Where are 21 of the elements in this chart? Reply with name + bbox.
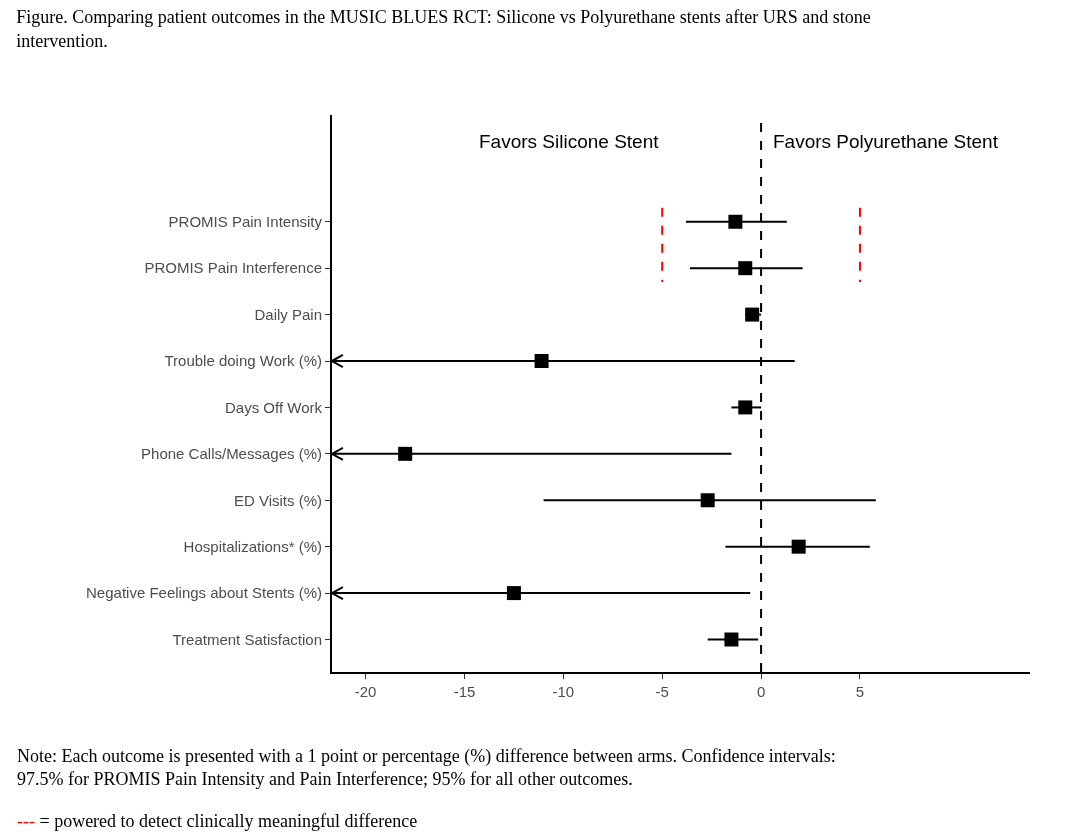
y-tick-label: Hospitalizations* (%) (183, 537, 322, 555)
x-tick-label: 0 (756, 683, 766, 700)
chart-title: Figure. Comparing patient outcomes in the MUSIC BLUES RCT: Silicone vs Polyurethane stents after URS and stone intervention. (16, 7, 871, 51)
x-tick-label: -20 (354, 683, 377, 700)
x-tick-label: -10 (552, 683, 575, 700)
text: Favors Polyurethane Stent (773, 131, 999, 152)
text: --- = powered to detect clinically meaningful difference (17, 811, 418, 831)
y-tick-label: Treatment Satisfaction (172, 630, 322, 648)
y-tick-label: Daily Pain (254, 305, 322, 323)
x-tick-label: 5 (855, 683, 865, 700)
y-tick-label: Trouble doing Work (%) (164, 352, 322, 370)
x-tick-label: -15 (453, 683, 476, 700)
y-tick-label: PROMIS Pain Intensity (168, 213, 323, 231)
y-tick-label: Negative Feelings about Stents (%) (86, 584, 322, 602)
text: Favors Silicone Stent (479, 131, 660, 152)
y-tick-label: Days Off Work (225, 398, 323, 416)
y-tick-label: Phone Calls/Messages (%) (141, 445, 322, 463)
y-tick-label: ED Visits (%) (233, 491, 322, 509)
y-tick-label: PROMIS Pain Interference (144, 259, 322, 277)
x-tick-label: -5 (655, 683, 669, 700)
text: Note: Each outcome is presented with a 1 point or percentage (%) difference between arms. Confidence intervals: 97.5% for PROMIS Pain Intensity and Pain Interference; 95% for all other outcomes. (17, 746, 836, 790)
